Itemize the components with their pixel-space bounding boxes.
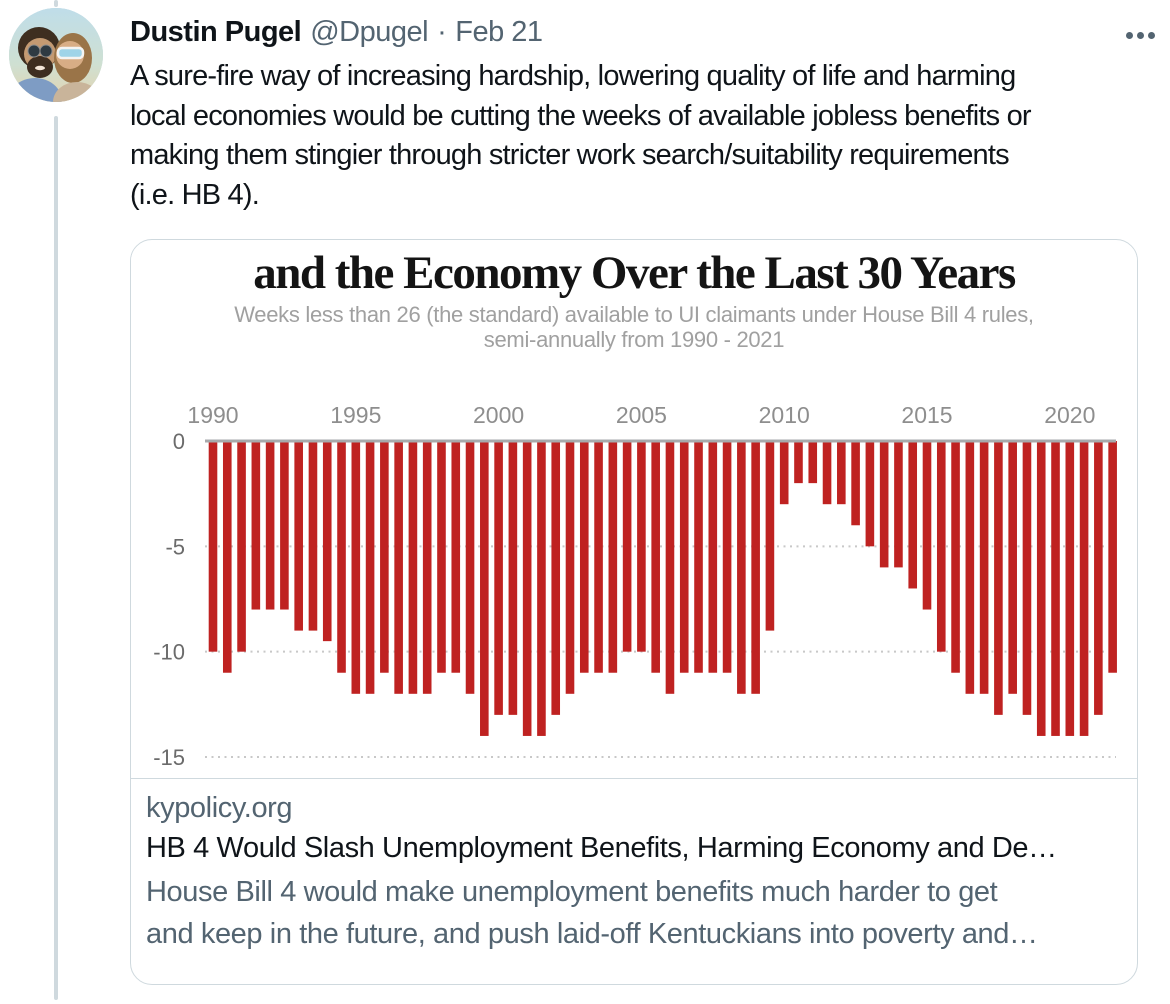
svg-text:-10: -10: [153, 640, 185, 665]
link-card-footer: kypolicy.org HB 4 Would Slash Unemployme…: [131, 779, 1137, 955]
svg-text:0: 0: [173, 429, 185, 454]
svg-text:-5: -5: [165, 534, 185, 559]
header-separator: ·: [437, 16, 447, 48]
link-card[interactable]: and the Economy Over the Last 30 Years W…: [130, 239, 1138, 985]
thread-connector-top: [54, 0, 58, 7]
svg-text:2005: 2005: [616, 402, 667, 428]
chart-title: and the Economy Over the Last 30 Years: [253, 247, 1016, 299]
tweet-text-line: A sure-fire way of increasing hardship, …: [130, 60, 1016, 92]
svg-text:1995: 1995: [330, 402, 381, 428]
author-handle[interactable]: @Dpugel: [310, 16, 429, 48]
avatar[interactable]: [9, 8, 103, 102]
link-card-title: HB 4 Would Slash Unemployment Benefits, …: [146, 832, 1057, 864]
chart-plot: 0 -5 -10 -15 1990 1995 2000 2005 2010 2015 2020: [153, 402, 1117, 770]
ellipsis-dot: [1148, 32, 1155, 39]
link-card-domain: kypolicy.org: [146, 792, 293, 824]
chart-subtitle-line2: semi-annually from 1990 - 2021: [483, 327, 785, 352]
tweet-header: Dustin Pugel @Dpugel · Feb 21: [130, 16, 1110, 49]
tweet-text-line: making them stingier through stricter wo…: [130, 139, 1010, 171]
author-name[interactable]: Dustin Pugel: [130, 16, 302, 48]
ellipsis-dot: [1137, 32, 1144, 39]
link-card-description-line: House Bill 4 would make unemployment ben…: [146, 876, 998, 908]
tweet-text-line: (i.e. HB 4).: [130, 178, 260, 211]
chart-subtitle-line1: Weeks less than 26 (the standard) availa…: [234, 302, 1034, 327]
svg-text:1990: 1990: [187, 402, 238, 428]
svg-text:-15: -15: [153, 745, 185, 770]
thread-connector-bottom: [54, 116, 58, 1000]
svg-text:2000: 2000: [473, 402, 524, 428]
tweet-text-line: local economies would be cutting the wee…: [130, 99, 1032, 132]
link-card-description-line: and keep in the future, and push laid-of…: [146, 918, 1038, 950]
link-card-description: House Bill 4 would make unemployment ben…: [146, 871, 1122, 955]
avatar-image: [9, 8, 103, 102]
tweet-date[interactable]: Feb 21: [455, 16, 543, 48]
svg-text:2010: 2010: [759, 402, 810, 428]
link-card-image: and the Economy Over the Last 30 Years W…: [131, 249, 1137, 779]
svg-text:2020: 2020: [1044, 402, 1095, 428]
tweet-text: A sure-fire way of increasing hardship, …: [130, 57, 1032, 215]
ellipsis-dot: [1126, 32, 1133, 39]
more-options-icon[interactable]: [1124, 30, 1157, 41]
svg-text:2015: 2015: [901, 402, 952, 428]
